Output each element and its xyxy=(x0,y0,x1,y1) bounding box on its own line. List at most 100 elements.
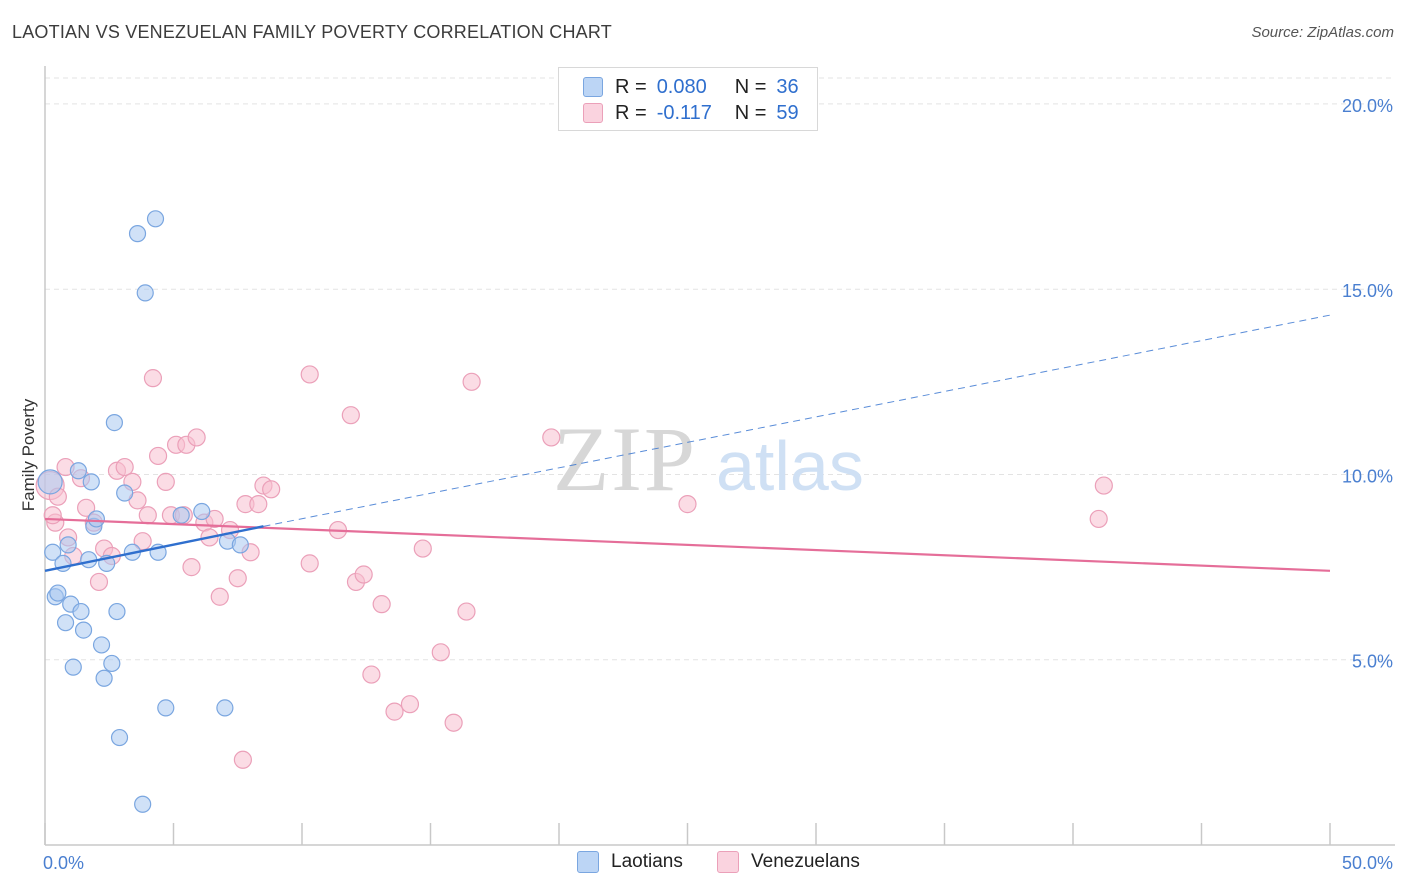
venezuelan-point xyxy=(1094,476,1113,495)
venezuelan-point xyxy=(233,750,252,769)
laotian-point xyxy=(134,795,152,813)
venezuelan-point xyxy=(431,643,450,662)
venezuelan-point xyxy=(1089,509,1108,529)
laotians-trend-line xyxy=(44,525,264,572)
laotian-point xyxy=(105,413,123,432)
venezuelan-point xyxy=(372,595,391,614)
laotian-point xyxy=(72,602,90,621)
y-tick-label: 10.0% xyxy=(1342,466,1393,486)
venezuelan-point xyxy=(444,713,463,732)
venezuelan-point xyxy=(262,480,281,499)
venezuelan-point xyxy=(89,572,109,592)
venezuelan-point xyxy=(156,472,175,491)
x-tick-label: 50.0% xyxy=(1342,853,1393,873)
watermark: ZIP atlas xyxy=(553,408,864,510)
venezuelan-point xyxy=(143,369,163,388)
legend-row-venezuelans: R = -0.117 N = 59 xyxy=(583,100,799,126)
laotian-point xyxy=(44,543,62,561)
legend-r-label: R = xyxy=(615,101,647,124)
laotian-point xyxy=(216,699,234,717)
legend-item-venezuelans: Venezuelans xyxy=(717,851,860,873)
laotian-point xyxy=(56,614,75,632)
venezuelan-point xyxy=(228,569,247,588)
legend-n-label: N = xyxy=(734,75,767,98)
source-label: Source: ZipAtlas.com xyxy=(1251,24,1394,41)
legend-label-venezuelans: Venezuelans xyxy=(751,851,860,872)
venezuelan-point xyxy=(182,558,201,577)
laotians-points xyxy=(37,210,249,813)
laotian-point xyxy=(110,728,129,747)
tick-labels: 5.0% 10.0% 15.0% 20.0% 0.0% 50.0% xyxy=(43,96,1393,873)
laotian-point xyxy=(146,210,165,228)
laotians-swatch xyxy=(583,77,603,97)
trend-lines xyxy=(44,314,1331,572)
legend-r-value: -0.117 xyxy=(656,101,712,124)
legend-label-laotians: Laotians xyxy=(611,851,683,872)
x-tick-label: 0.0% xyxy=(43,853,84,873)
laotian-point xyxy=(193,502,211,521)
laotian-point xyxy=(231,536,249,554)
y-tick-label: 5.0% xyxy=(1352,652,1393,672)
laotian-point xyxy=(157,699,175,717)
laotian-point xyxy=(74,621,93,639)
venezuelan-point xyxy=(362,665,381,684)
venezuelan-point xyxy=(542,428,561,447)
venezuelan-point xyxy=(77,498,96,517)
legend-n-label: N = xyxy=(734,101,767,124)
venezuelan-point xyxy=(300,554,319,573)
venezuelan-point xyxy=(187,428,206,447)
venezuelan-point xyxy=(678,495,697,514)
laotian-point xyxy=(128,225,147,243)
watermark-atlas: atlas xyxy=(716,427,864,505)
legend-r-value: 0.080 xyxy=(656,75,707,98)
laotian-point xyxy=(87,510,106,528)
laotians-legend-swatch xyxy=(577,851,599,873)
y-tick-label: 20.0% xyxy=(1342,96,1393,116)
venezuelan-point xyxy=(148,446,168,466)
venezuelan-point xyxy=(43,506,62,525)
laotian-point xyxy=(116,484,134,502)
venezuelan-point xyxy=(457,602,476,621)
venezuelan-point xyxy=(115,457,134,477)
laotian-point xyxy=(103,654,121,673)
laotian-point xyxy=(172,506,190,524)
venezuelan-point xyxy=(462,372,481,391)
venezuelan-point xyxy=(300,365,319,384)
legend-item-laotians: Laotians xyxy=(577,851,683,873)
laotian-point xyxy=(92,636,111,654)
laotian-point xyxy=(37,469,63,495)
series-legend: Laotians Venezuelans xyxy=(0,851,1406,877)
venezuelan-point xyxy=(413,539,432,558)
chart-title: LAOTIAN VS VENEZUELAN FAMILY POVERTY COR… xyxy=(12,22,612,42)
venezuelan-point xyxy=(341,406,360,425)
venezuelan-point xyxy=(385,702,404,721)
legend-n-value: 59 xyxy=(776,101,799,124)
y-tick-label: 15.0% xyxy=(1342,281,1393,301)
legend-n-value: 36 xyxy=(776,75,799,98)
legend-r-label: R = xyxy=(615,75,647,98)
laotian-point xyxy=(64,658,82,676)
venezuelans-swatch xyxy=(583,103,603,123)
watermark-zip: ZIP xyxy=(553,408,697,510)
venezuelans-points xyxy=(35,365,1113,769)
axes xyxy=(44,66,1395,846)
laotian-point xyxy=(49,584,67,602)
venezuelan-point xyxy=(133,532,152,551)
laotian-point xyxy=(108,602,126,621)
venezuelans-legend-swatch xyxy=(717,851,739,873)
venezuelan-point xyxy=(249,495,268,514)
venezuelan-point xyxy=(354,565,373,584)
laotian-point xyxy=(59,536,77,554)
grid-lines xyxy=(45,77,1395,661)
laotian-point xyxy=(136,284,154,302)
laotian-point xyxy=(82,473,100,491)
legend-row-laotians: R = 0.080 N = 36 xyxy=(583,74,799,100)
venezuelan-point xyxy=(138,506,157,525)
laotian-point xyxy=(95,669,113,687)
y-axis-label: Family Poverty xyxy=(19,398,38,511)
laotians-trend-extension xyxy=(263,314,1331,527)
venezuelan-point xyxy=(210,587,229,606)
correlation-legend: R = 0.080 N = 36 R = -0.117 N = 59 xyxy=(558,67,818,131)
venezuelan-point xyxy=(400,695,420,714)
